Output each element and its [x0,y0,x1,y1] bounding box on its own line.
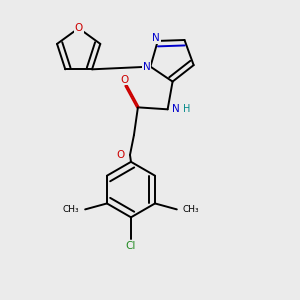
Text: N: N [152,33,160,43]
Text: Cl: Cl [126,241,136,251]
Text: N: N [142,61,150,72]
Text: N: N [172,104,179,114]
Text: O: O [120,75,128,85]
Text: O: O [74,23,83,33]
Text: O: O [116,150,124,160]
Text: CH₃: CH₃ [63,205,80,214]
Text: H: H [183,104,190,114]
Text: CH₃: CH₃ [182,205,199,214]
